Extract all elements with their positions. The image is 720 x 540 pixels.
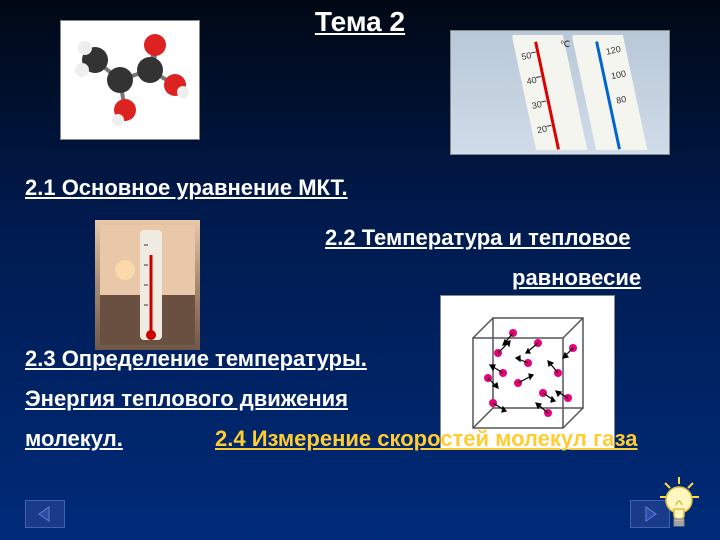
slide-title: Тема 2 [315,6,405,38]
triangle-left-icon [36,505,54,523]
section-2-4[interactable]: 2.4 Измерение скоростей молекул газа [215,426,638,452]
section-2-3-line1[interactable]: 2.3 Определение температуры. [25,346,367,372]
section-2-3-word: молекул [25,426,117,451]
section-2-3-dot: . [117,426,123,451]
prev-button[interactable] [25,500,65,528]
section-2-2-line1[interactable]: 2.2 Температура и тепловое [325,225,630,251]
thermometer-closeup-image: 50 40 30 20 120 100 80 ℃ [450,30,670,155]
section-2-3-line3[interactable]: молекул. [25,426,123,452]
section-2-1[interactable]: 2.1 Основное уравнение МКТ. [25,175,348,201]
svg-text:30: 30 [531,99,543,111]
section-2-3-line2[interactable]: Энергия теплового движения [25,386,348,412]
molecule-image [60,20,200,140]
thermometer-sunset-image [95,220,200,350]
svg-text:40: 40 [526,75,538,87]
lightbulb-icon[interactable] [657,475,702,530]
section-2-2-line2[interactable]: равновесие [512,265,641,291]
svg-text:80: 80 [615,94,627,106]
svg-text:50: 50 [520,50,532,62]
svg-text:℃: ℃ [560,39,570,49]
svg-text:20: 20 [536,123,548,135]
